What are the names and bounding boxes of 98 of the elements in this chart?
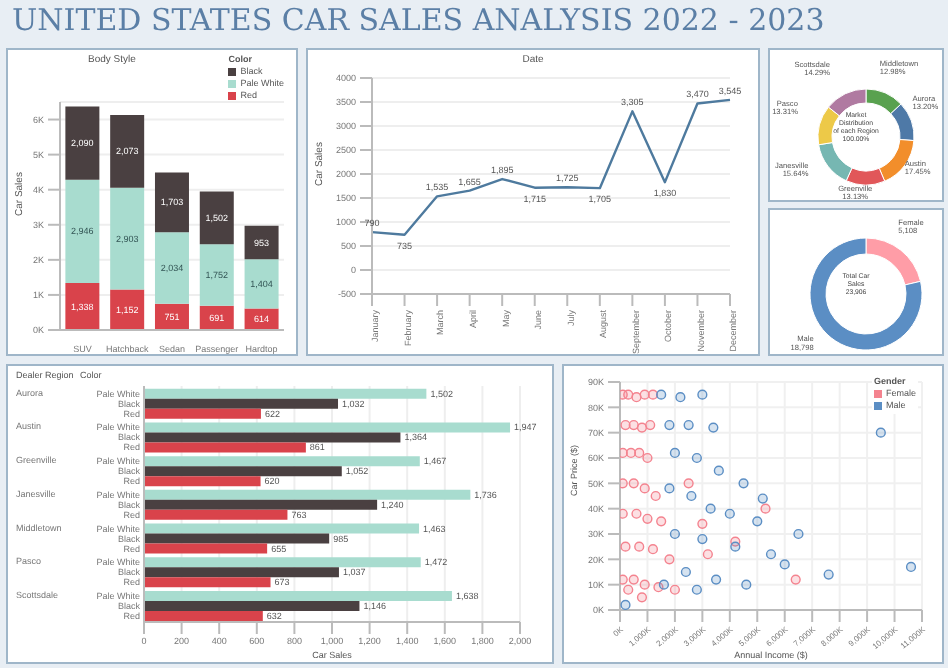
point <box>683 478 694 489</box>
point <box>628 574 639 585</box>
point <box>669 447 681 459</box>
bar <box>144 590 452 601</box>
bar <box>144 456 420 467</box>
text: UNITED STATES CAR SALES ANALYSIS 2022 - 2023 <box>10 0 827 40</box>
point <box>741 579 752 590</box>
point <box>708 422 719 433</box>
point <box>724 508 735 519</box>
point <box>631 508 642 519</box>
point <box>705 503 716 514</box>
point <box>875 427 886 438</box>
point <box>779 559 790 570</box>
point <box>639 389 650 400</box>
bar <box>244 259 279 309</box>
point <box>664 554 675 565</box>
bar <box>144 408 261 419</box>
point <box>620 574 628 585</box>
point <box>620 508 628 519</box>
point <box>620 541 631 552</box>
bar <box>144 499 378 510</box>
point <box>697 389 708 400</box>
bar <box>65 106 100 180</box>
point <box>656 389 667 400</box>
bar <box>144 557 421 568</box>
point <box>620 599 631 610</box>
point <box>645 419 656 431</box>
point <box>639 483 650 494</box>
point <box>765 549 777 560</box>
point <box>790 574 801 585</box>
point <box>639 579 650 590</box>
bar <box>154 172 189 233</box>
bar <box>144 466 342 477</box>
bar <box>144 509 288 520</box>
bar <box>65 179 100 284</box>
point <box>691 452 702 464</box>
bar <box>110 187 145 290</box>
bar <box>244 225 279 260</box>
point <box>650 490 661 502</box>
point <box>623 584 634 595</box>
bar <box>65 283 100 330</box>
point <box>664 419 675 431</box>
bar <box>144 398 339 409</box>
point <box>710 574 722 585</box>
point <box>642 452 653 464</box>
point <box>691 584 702 595</box>
bar <box>144 432 401 443</box>
point <box>656 516 667 527</box>
point <box>625 447 637 459</box>
point <box>760 503 771 514</box>
point <box>702 549 713 560</box>
bar <box>144 442 306 453</box>
point <box>752 516 763 527</box>
point <box>683 419 694 431</box>
point <box>664 483 675 494</box>
point <box>658 579 670 590</box>
bar <box>154 232 189 304</box>
bar <box>144 533 330 544</box>
bar <box>110 115 145 188</box>
bar <box>144 610 263 621</box>
bar <box>144 600 360 611</box>
point <box>680 566 691 578</box>
point <box>713 465 724 476</box>
point <box>823 569 834 580</box>
bar <box>144 577 271 588</box>
point <box>793 528 804 540</box>
bar <box>110 289 145 330</box>
point <box>631 392 642 403</box>
point <box>730 541 741 552</box>
point <box>628 478 639 489</box>
bar <box>144 422 511 433</box>
point <box>647 544 659 555</box>
bar <box>199 244 234 306</box>
point <box>669 528 681 540</box>
bar <box>144 388 427 399</box>
point <box>634 541 645 552</box>
bar <box>144 523 420 534</box>
point <box>620 419 631 431</box>
point <box>905 561 917 573</box>
point <box>628 419 639 431</box>
point <box>642 513 653 524</box>
point <box>697 533 708 545</box>
bar <box>144 476 261 487</box>
bar <box>144 567 339 578</box>
point <box>675 392 686 403</box>
point <box>620 478 628 489</box>
bar <box>144 543 268 554</box>
bar <box>144 489 471 500</box>
bar <box>199 191 234 245</box>
point <box>669 584 681 595</box>
point <box>623 389 634 400</box>
point <box>738 478 749 489</box>
point <box>636 422 648 433</box>
point <box>686 490 697 502</box>
point <box>636 592 648 603</box>
point <box>634 447 645 459</box>
point <box>757 493 768 504</box>
point <box>697 518 708 529</box>
